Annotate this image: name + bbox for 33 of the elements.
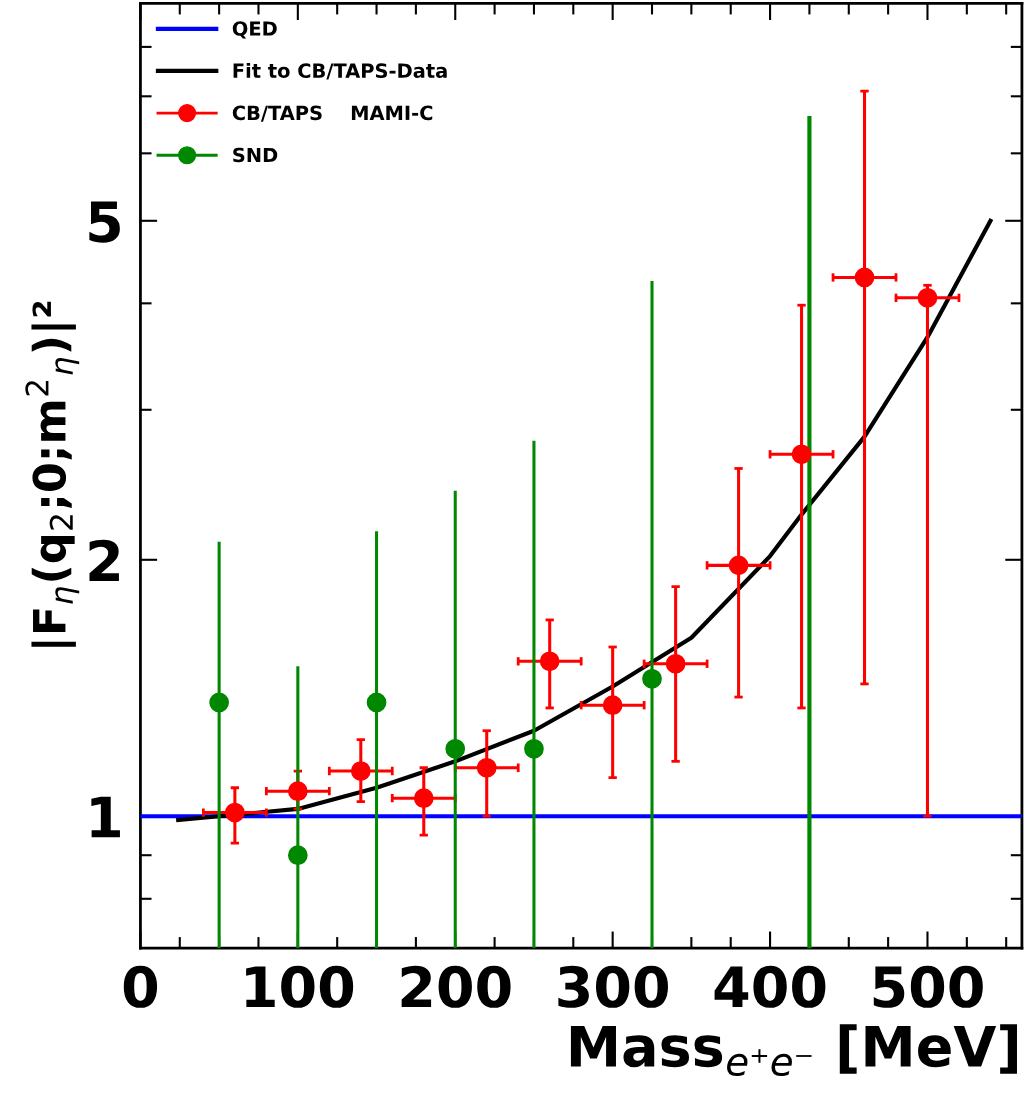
point — [476, 757, 497, 778]
x-tick-label: 100 — [246, 965, 354, 1008]
legend-label: CB/TAPS MAMI-C — [232, 105, 433, 122]
legend-label: Fit to CB/TAPS-Data — [233, 62, 447, 80]
point — [524, 738, 544, 759]
x-tick-label: 400 — [714, 965, 826, 1008]
x-tick-label: 200 — [401, 965, 511, 1008]
point — [602, 695, 623, 716]
point — [917, 287, 938, 308]
y-axis-title: |F$_{η}$(q$_{2}$;0;m$^{2}$$_{η}$)|² — [25, 301, 80, 647]
legend-label: QED — [232, 21, 277, 39]
point — [642, 668, 662, 689]
point — [209, 692, 229, 713]
point — [728, 555, 749, 576]
x-tick-label: 0 — [123, 965, 158, 1008]
point — [539, 651, 560, 672]
x-tick-label: 500 — [873, 965, 983, 1008]
legend-label: SND — [233, 147, 278, 163]
y-tick-label: 1 — [91, 796, 120, 838]
x-axis-title: Mass$_{e⁺e⁻}$ [MeV] — [570, 1024, 1017, 1077]
point — [445, 738, 466, 759]
point — [366, 692, 387, 713]
point — [287, 845, 308, 866]
point — [287, 781, 308, 802]
y-tick-label: 2 — [89, 539, 119, 581]
point — [225, 802, 245, 823]
point — [665, 653, 686, 674]
point — [350, 761, 371, 781]
x-tick-label: 300 — [558, 965, 668, 1008]
y-tick-label: 5 — [89, 201, 120, 243]
point — [413, 788, 434, 809]
point — [791, 444, 812, 465]
point — [854, 267, 875, 288]
